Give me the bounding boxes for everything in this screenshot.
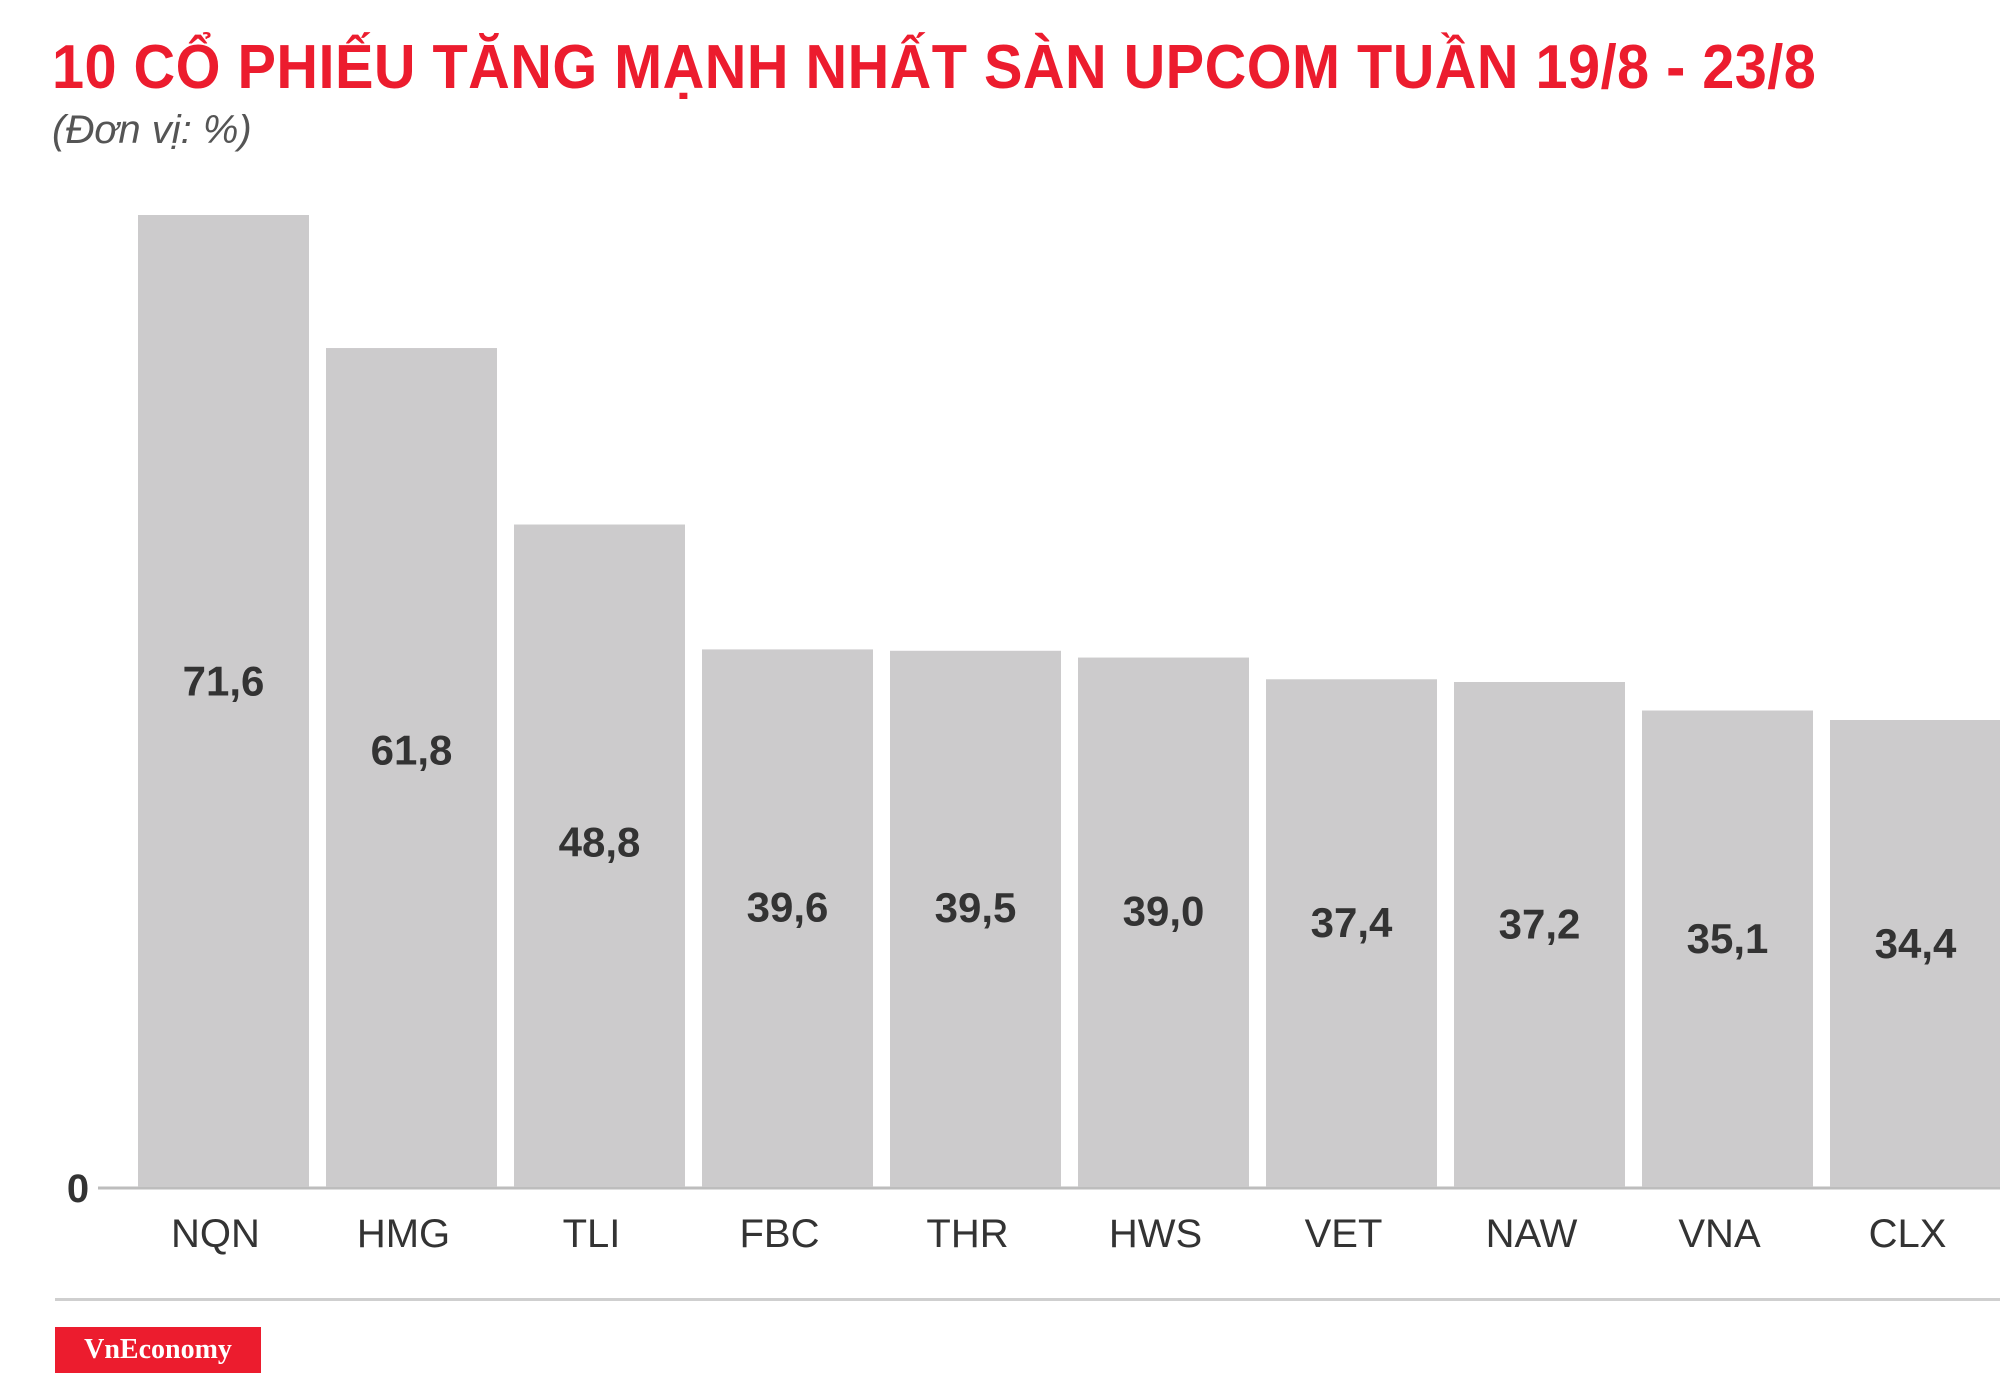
y-tick-label: 0 (67, 1167, 89, 1211)
data-label: 34,4 (1875, 920, 1957, 967)
data-label: 37,2 (1499, 900, 1581, 947)
data-label: 35,1 (1687, 915, 1769, 962)
data-label: 61,8 (371, 727, 453, 774)
category-tick-label: NQN (171, 1212, 260, 1256)
category-tick-label: HMG (357, 1212, 450, 1256)
bar (514, 524, 685, 1187)
category-tick-label: CLX (1869, 1212, 1947, 1256)
category-tick-label: TLI (563, 1212, 621, 1256)
category-tick-label: THR (926, 1212, 1008, 1256)
category-tick-label: VET (1305, 1212, 1383, 1256)
data-label: 37,4 (1311, 899, 1393, 946)
unit-label: (Đơn vị: %) (52, 108, 252, 152)
bar (1642, 710, 1813, 1187)
data-label: 48,8 (559, 819, 641, 866)
category-tick-label: VNA (1678, 1212, 1761, 1256)
bar (1830, 720, 2000, 1187)
bar (1454, 681, 1625, 1187)
category-tick-label: HWS (1109, 1212, 1202, 1256)
data-label: 39,0 (1123, 888, 1205, 935)
data-label: 71,6 (183, 658, 265, 705)
category-tick-label: FBC (740, 1212, 820, 1256)
bar (890, 650, 1061, 1187)
footer-divider (55, 1298, 2000, 1301)
category-tick-label: NAW (1486, 1212, 1578, 1256)
bar (138, 215, 309, 1187)
bar (1266, 679, 1437, 1187)
data-label: 39,5 (935, 884, 1017, 931)
bar (326, 348, 497, 1188)
bar (702, 649, 873, 1187)
chart-title: 10 CỔ PHIẾU TĂNG MẠNH NHẤT SÀN UPCOM TUẦ… (52, 33, 1817, 102)
bar (1078, 657, 1249, 1187)
data-label: 39,6 (747, 883, 829, 930)
vneconomy-logo: VnEconomy (55, 1327, 261, 1373)
